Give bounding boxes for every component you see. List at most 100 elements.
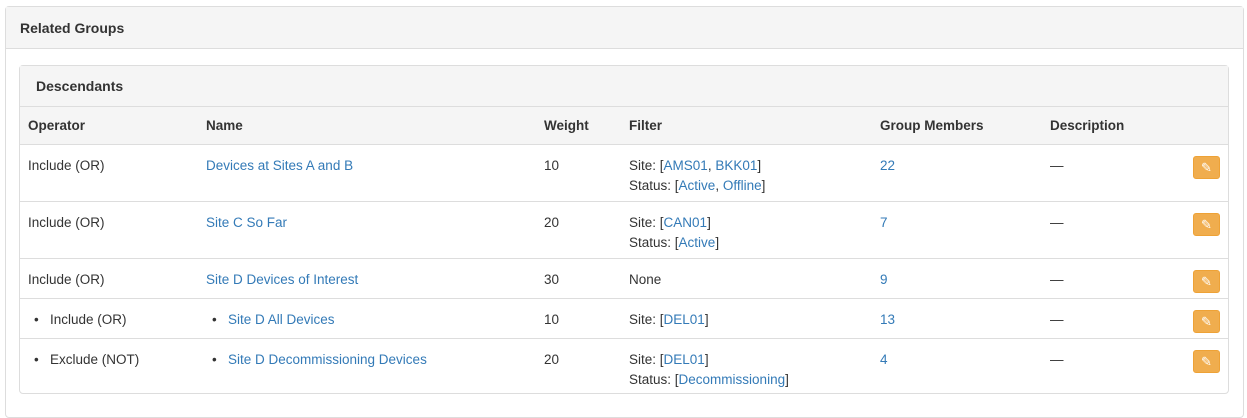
members-cell: 7 bbox=[872, 201, 1042, 259]
descendants-table: Operator Name Weight Filter Group Member… bbox=[20, 107, 1228, 396]
operator-cell: Include (OR) bbox=[20, 258, 198, 299]
operator: Include (OR) bbox=[28, 158, 105, 173]
operator-cell: • Include (OR) bbox=[20, 298, 198, 339]
filter-value-link[interactable]: Active bbox=[678, 178, 716, 193]
pencil-icon: ✎ bbox=[1201, 217, 1212, 232]
filter-value-link[interactable]: Decommissioning bbox=[678, 372, 786, 387]
nested-bullet: • bbox=[34, 352, 39, 367]
filter-value-link[interactable]: CAN01 bbox=[663, 215, 708, 230]
filter-label: Site: bbox=[629, 158, 660, 173]
col-weight: Weight bbox=[536, 107, 621, 145]
filter-line: Site: [AMS01, BKK01] bbox=[629, 158, 762, 173]
name-cell: Site D Devices of Interest bbox=[198, 258, 536, 299]
table-row: Include (OR) Site D Devices of Interest … bbox=[20, 258, 1228, 299]
col-description: Description bbox=[1042, 107, 1177, 145]
group-members-link[interactable]: 4 bbox=[880, 352, 888, 367]
description: — bbox=[1042, 201, 1177, 259]
filter-value-link[interactable]: BKK01 bbox=[715, 158, 758, 173]
actions-cell: ✎ bbox=[1177, 298, 1228, 339]
group-name-link[interactable]: Site D All Devices bbox=[228, 312, 335, 327]
operator-cell: Include (OR) bbox=[20, 144, 198, 202]
table-row: Include (OR) Devices at Sites A and B 10… bbox=[20, 144, 1228, 202]
group-name-link[interactable]: Devices at Sites A and B bbox=[206, 158, 354, 173]
name-cell: Site C So Far bbox=[198, 201, 536, 259]
weight: 30 bbox=[536, 258, 621, 299]
col-filter: Filter bbox=[621, 107, 872, 145]
operator: Include (OR) bbox=[28, 272, 105, 287]
filter-line: Status: [Decommissioning] bbox=[629, 372, 789, 387]
filter-text: None bbox=[629, 272, 662, 287]
filter-cell: Site: [DEL01] bbox=[621, 298, 872, 339]
filter-label: Status: bbox=[629, 235, 675, 250]
edit-button[interactable]: ✎ bbox=[1193, 213, 1220, 236]
col-group-members: Group Members bbox=[872, 107, 1042, 145]
operator-cell: • Exclude (NOT) bbox=[20, 339, 198, 396]
table-row: Include (OR) Site C So Far 20 Site: [CAN… bbox=[20, 201, 1228, 259]
nested-bullet: • bbox=[212, 312, 217, 327]
group-name-link[interactable]: Site C So Far bbox=[206, 215, 288, 230]
operator: Exclude (NOT) bbox=[50, 352, 140, 367]
pencil-icon: ✎ bbox=[1201, 354, 1212, 369]
members-cell: 9 bbox=[872, 258, 1042, 299]
actions-cell: ✎ bbox=[1177, 339, 1228, 396]
filter-label: Site: bbox=[629, 215, 660, 230]
pencil-icon: ✎ bbox=[1201, 314, 1212, 329]
table-header: Operator Name Weight Filter Group Member… bbox=[20, 107, 1228, 145]
weight: 10 bbox=[536, 298, 621, 339]
operator: Include (OR) bbox=[50, 312, 127, 327]
col-name: Name bbox=[198, 107, 536, 145]
filter-line: Site: [DEL01] bbox=[629, 312, 709, 327]
filter-value-link[interactable]: AMS01 bbox=[663, 158, 708, 173]
group-name-link[interactable]: Site D Devices of Interest bbox=[206, 272, 359, 287]
weight: 20 bbox=[536, 201, 621, 259]
edit-button[interactable]: ✎ bbox=[1193, 270, 1220, 293]
group-members-link[interactable]: 22 bbox=[880, 158, 896, 173]
name-cell: Devices at Sites A and B bbox=[198, 144, 536, 202]
filter-value-link[interactable]: Active bbox=[678, 235, 716, 250]
filter-cell: None bbox=[621, 258, 872, 299]
weight: 20 bbox=[544, 352, 560, 367]
group-members-link[interactable]: 7 bbox=[880, 215, 888, 230]
filter-line: Status: [Active] bbox=[629, 235, 720, 250]
related-groups-panel: Related Groups Descendants Operator Name… bbox=[5, 6, 1244, 418]
actions-cell: ✎ bbox=[1177, 201, 1228, 259]
actions-cell: ✎ bbox=[1177, 144, 1228, 202]
filter-cell: Site: [DEL01] Status: [Decommissioning] bbox=[621, 339, 872, 396]
col-actions bbox=[1177, 107, 1228, 145]
description: — bbox=[1042, 144, 1177, 202]
weight: 10 bbox=[536, 144, 621, 202]
filter-line: Site: [CAN01] bbox=[629, 215, 711, 230]
table-row: • Include (OR) • Site D All Devices 10 Sit… bbox=[20, 298, 1228, 339]
nested-bullet: • bbox=[212, 352, 217, 367]
description: — bbox=[1042, 258, 1177, 299]
table-row: • Exclude (NOT) • Site D Decommissioning D… bbox=[20, 339, 1228, 396]
members-cell: 4 bbox=[872, 339, 1042, 396]
name-cell: • Site D All Devices bbox=[198, 298, 536, 339]
pencil-icon: ✎ bbox=[1201, 160, 1212, 175]
members-cell: 13 bbox=[872, 298, 1042, 339]
operator: Include (OR) bbox=[28, 215, 105, 230]
filter-value-link[interactable]: DEL01 bbox=[663, 312, 705, 327]
members-cell: 22 bbox=[872, 144, 1042, 202]
group-members-link[interactable]: 9 bbox=[880, 272, 888, 287]
name-cell: • Site D Decommissioning Devices bbox=[198, 339, 536, 396]
edit-button[interactable]: ✎ bbox=[1193, 156, 1220, 179]
col-operator: Operator bbox=[20, 107, 198, 145]
filter-line: Site: [DEL01] bbox=[629, 352, 709, 367]
filter-label: Site: bbox=[629, 352, 660, 367]
filter-value-link[interactable]: Offline bbox=[722, 178, 762, 193]
pencil-icon: ✎ bbox=[1201, 274, 1212, 289]
edit-button[interactable]: ✎ bbox=[1193, 350, 1220, 373]
filter-cell: Site: [CAN01] Status: [Active] bbox=[621, 201, 872, 259]
filter-line: Status: [Active, Offline] bbox=[629, 178, 766, 193]
group-members-link[interactable]: 13 bbox=[880, 312, 896, 327]
descendants-panel: Descendants Operator Name Weight Filter … bbox=[19, 65, 1229, 394]
filter-cell: Site: [AMS01, BKK01] Status: [Active, Off… bbox=[621, 144, 872, 202]
actions-cell: ✎ bbox=[1177, 258, 1228, 299]
group-name-link[interactable]: Site D Decommissioning Devices bbox=[228, 352, 427, 367]
edit-button[interactable]: ✎ bbox=[1193, 310, 1220, 333]
filter-value-link[interactable]: DEL01 bbox=[663, 352, 705, 367]
description: — bbox=[1050, 352, 1064, 367]
filter-label: Site: bbox=[629, 312, 660, 327]
filter-label: Status: bbox=[629, 178, 675, 193]
